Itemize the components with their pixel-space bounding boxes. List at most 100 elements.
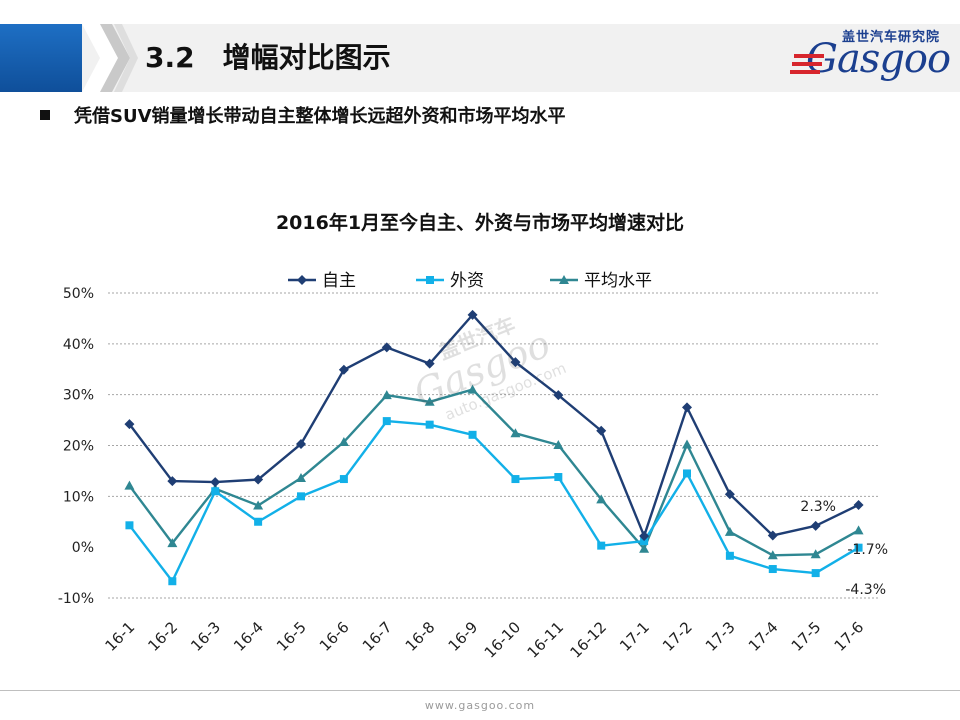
footer-divider <box>0 690 960 691</box>
x-tick-label: 16-5 <box>273 618 310 655</box>
data-point <box>467 309 478 320</box>
data-point <box>767 550 778 560</box>
series-line <box>128 313 860 538</box>
data-point <box>810 549 821 559</box>
data-point <box>853 499 864 510</box>
data-point <box>511 475 520 484</box>
data-point <box>467 384 478 394</box>
data-point <box>510 357 521 368</box>
data-point <box>211 487 220 496</box>
x-tick-label: 17-2 <box>659 618 696 655</box>
data-point <box>724 526 735 536</box>
logo-stripes-icon <box>790 54 824 74</box>
legend-label: 自主 <box>322 271 356 291</box>
data-point <box>553 390 564 401</box>
data-point <box>768 565 777 574</box>
x-tick-label: 16-3 <box>187 618 224 655</box>
series-line <box>128 419 860 583</box>
x-tick-label: 16-1 <box>101 618 138 655</box>
data-point <box>424 396 435 406</box>
logo-chinese-text: 盖世汽车研究院 <box>842 30 941 45</box>
x-tick-label: 17-5 <box>788 618 825 655</box>
y-tick-label: 30% <box>63 388 94 404</box>
data-point <box>724 489 735 500</box>
x-tick-label: 16-10 <box>481 618 525 662</box>
data-point <box>124 419 135 430</box>
data-point <box>338 364 349 375</box>
bullet-square-icon <box>40 110 50 120</box>
x-tick-label: 17-1 <box>616 618 653 655</box>
data-point <box>296 438 306 449</box>
data-point <box>854 543 863 552</box>
data-annotation: -4.3% <box>845 582 886 598</box>
data-point <box>853 525 864 535</box>
data-point <box>682 402 692 413</box>
y-tick-label: 20% <box>63 439 94 455</box>
x-tick-label: 17-3 <box>702 618 739 655</box>
x-tick-label: 17-4 <box>745 618 782 655</box>
data-point <box>683 469 691 478</box>
x-tick-label: 16-6 <box>316 618 353 655</box>
data-point <box>811 569 820 578</box>
header-accent <box>0 24 82 92</box>
y-tick-label: 10% <box>63 489 94 505</box>
data-point <box>639 543 650 553</box>
data-point <box>254 517 263 526</box>
data-point <box>253 474 264 485</box>
data-point <box>297 492 305 501</box>
legend-label: 外资 <box>450 271 484 291</box>
x-tick-label: 16-12 <box>566 618 610 662</box>
data-point <box>125 521 134 530</box>
legend-marker <box>426 276 434 284</box>
data-point <box>168 577 177 586</box>
data-point <box>124 480 135 490</box>
data-point <box>382 417 391 426</box>
x-tick-label: 17-6 <box>831 618 868 655</box>
y-tick-label: 0% <box>72 540 94 556</box>
footer-url: www.gasgoo.com <box>424 699 536 712</box>
y-tick-label: -10% <box>58 591 94 607</box>
data-point <box>425 420 434 429</box>
legend-label: 平均水平 <box>584 271 652 291</box>
data-point <box>767 530 778 541</box>
data-point <box>167 476 178 487</box>
data-point <box>424 358 435 369</box>
chart-title: 2016年1月至今自主、外资与市场平均增速对比 <box>275 212 685 234</box>
data-point <box>381 342 392 353</box>
legend-marker <box>297 275 307 285</box>
data-point <box>296 473 306 483</box>
data-point <box>640 537 649 546</box>
logo-wordmark: Gasgoo <box>806 36 951 82</box>
data-point <box>554 473 563 482</box>
x-tick-label: 16-11 <box>524 618 568 662</box>
x-tick-label: 16-8 <box>402 618 439 655</box>
data-point <box>810 520 821 531</box>
data-point <box>167 538 178 548</box>
data-point <box>338 436 349 446</box>
x-tick-label: 16-4 <box>230 618 267 655</box>
slide-subtitle: 凭借SUV销量增长带动自主整体增长远超外资和市场平均水平 <box>74 106 566 127</box>
data-point <box>639 530 650 541</box>
x-tick-label: 16-7 <box>359 618 396 655</box>
data-point <box>510 428 521 438</box>
y-tick-label: 50% <box>63 286 94 302</box>
data-annotation: -1.7% <box>847 542 888 558</box>
data-point <box>553 439 564 449</box>
section-title: 3.2 增幅对比图示 <box>145 41 391 74</box>
data-annotation: 2.3% <box>800 499 836 515</box>
data-point <box>596 494 607 504</box>
chevron-decoration-icon <box>82 24 138 92</box>
data-point <box>597 541 606 550</box>
x-tick-label: 16-2 <box>144 618 181 655</box>
x-tick-label: 16-9 <box>445 618 482 655</box>
data-point <box>468 430 477 439</box>
y-tick-label: 40% <box>63 337 94 353</box>
data-point <box>596 425 607 436</box>
data-point <box>210 477 221 488</box>
data-point <box>339 475 348 484</box>
data-point <box>253 500 264 510</box>
series-line <box>128 388 860 557</box>
data-point <box>725 551 734 560</box>
data-point <box>682 439 692 449</box>
